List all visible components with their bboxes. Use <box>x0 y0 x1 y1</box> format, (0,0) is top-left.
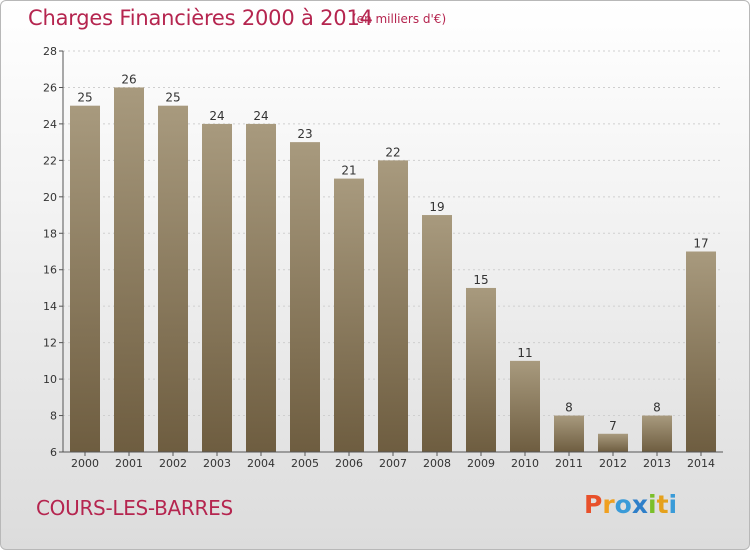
bar-2014 <box>686 251 716 452</box>
data-label-2013: 8 <box>653 401 661 415</box>
bar-2001 <box>114 87 144 453</box>
x-tick-label: 2011 <box>555 457 583 470</box>
data-label-2001: 26 <box>121 72 136 86</box>
x-tick-label: 2012 <box>599 457 627 470</box>
proxiti-logo[interactable]: Proxiti <box>584 490 677 519</box>
x-tick-label: 2003 <box>203 457 231 470</box>
y-tick-label: 8 <box>50 410 57 423</box>
logo-letter: i <box>648 490 657 519</box>
x-tick-label: 2006 <box>335 457 363 470</box>
y-tick-label: 26 <box>43 81 57 94</box>
logo-letter: x <box>631 490 648 519</box>
x-tick-label: 2007 <box>379 457 407 470</box>
bar-2012 <box>598 433 628 452</box>
data-label-2011: 8 <box>565 401 573 415</box>
x-tick-label: 2005 <box>291 457 319 470</box>
bar-2006 <box>334 178 364 452</box>
logo-letter: o <box>614 490 632 519</box>
y-tick-label: 16 <box>43 264 57 277</box>
y-tick-label: 22 <box>43 154 57 167</box>
y-tick-label: 10 <box>43 373 57 386</box>
x-tick-label: 2014 <box>687 457 715 470</box>
y-tick-label: 6 <box>50 446 57 459</box>
data-label-2012: 7 <box>609 419 617 433</box>
x-tick-label: 2008 <box>423 457 451 470</box>
bar-2011 <box>554 415 584 452</box>
data-label-2007: 22 <box>385 145 400 159</box>
data-label-2008: 19 <box>429 200 444 214</box>
bar-2009 <box>466 287 496 452</box>
logo-letter: i <box>668 490 678 519</box>
data-label-2014: 17 <box>693 237 708 251</box>
y-tick-label: 14 <box>43 300 57 313</box>
y-tick-label: 28 <box>43 45 57 58</box>
data-label-2004: 24 <box>253 109 268 123</box>
chart-subtitle: (en milliers d'€) <box>352 12 447 26</box>
bar-2004 <box>246 123 276 452</box>
x-tick-label: 2009 <box>467 457 495 470</box>
logo-letter: P <box>584 490 603 519</box>
data-label-2003: 24 <box>209 109 224 123</box>
x-tick-label: 2002 <box>159 457 187 470</box>
bar-2003 <box>202 123 232 452</box>
logo-letter: r <box>602 490 615 519</box>
logo-letter: t <box>656 490 669 519</box>
data-label-2006: 21 <box>341 164 356 178</box>
x-tick-label: 2010 <box>511 457 539 470</box>
bar-2000 <box>70 105 100 452</box>
x-tick-label: 2000 <box>71 457 99 470</box>
x-tick-label: 2013 <box>643 457 671 470</box>
data-label-2005: 23 <box>297 127 312 141</box>
data-label-2009: 15 <box>473 273 488 287</box>
bar-2013 <box>642 415 672 452</box>
y-tick-label: 20 <box>43 191 57 204</box>
data-label-2002: 25 <box>165 91 180 105</box>
x-tick-label: 2001 <box>115 457 143 470</box>
commune-name: COURS-LES-BARRES <box>36 496 233 520</box>
chart-title: Charges Financières 2000 à 2014 <box>28 6 373 30</box>
data-label-2000: 25 <box>77 91 92 105</box>
y-tick-label: 18 <box>43 227 57 240</box>
bar-2002 <box>158 105 188 452</box>
bar-2005 <box>290 142 320 453</box>
x-tick-label: 2004 <box>247 457 275 470</box>
bar-2008 <box>422 215 452 452</box>
y-tick-label: 12 <box>43 337 57 350</box>
bar-2007 <box>378 160 408 452</box>
bar-2010 <box>510 360 540 452</box>
y-tick-label: 24 <box>43 118 57 131</box>
data-label-2010: 11 <box>517 346 532 360</box>
